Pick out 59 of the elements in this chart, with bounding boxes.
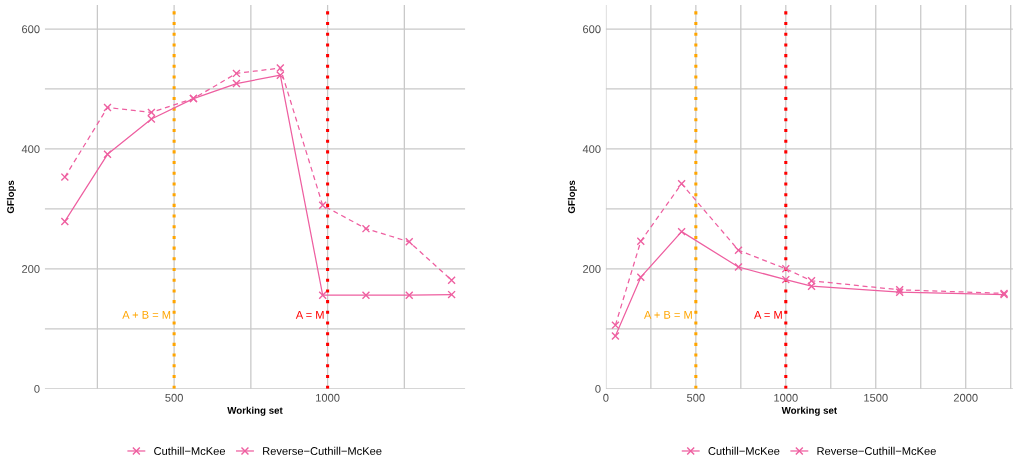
x-tick-label: 500 — [687, 393, 705, 402]
ref-line-label: A = M — [295, 311, 324, 319]
ref-line-label: A = M — [754, 311, 782, 319]
point — [447, 290, 456, 299]
point — [611, 320, 620, 330]
x-tick-label: 2000 — [953, 393, 978, 402]
point — [781, 275, 790, 284]
point — [781, 264, 790, 273]
x-axis-title: Working set — [227, 406, 283, 416]
x-tick-label: 1000 — [774, 393, 798, 402]
y-axis-title: GFlops — [6, 180, 16, 214]
y-tick-label: 600 — [583, 25, 601, 34]
y-tick-label: 200 — [22, 265, 40, 273]
x-axis-title: Working set — [781, 406, 837, 416]
y-tick-label: 0 — [595, 384, 601, 393]
point — [147, 114, 156, 124]
point — [232, 69, 241, 78]
point — [807, 282, 816, 291]
x-tick-label: 1000 — [316, 393, 340, 402]
legend-label: Reverse−Cuthill−McKee — [817, 446, 936, 455]
point — [807, 276, 816, 285]
y-tick-label: 400 — [582, 145, 601, 154]
point — [677, 227, 686, 236]
point — [895, 285, 904, 294]
y-axis-title: GFlops — [567, 180, 577, 214]
point — [361, 291, 371, 300]
point — [60, 217, 70, 226]
x-tick-label: 500 — [165, 393, 183, 402]
point — [318, 291, 327, 300]
point — [405, 291, 414, 300]
point — [734, 262, 743, 272]
y-tick-label: 200 — [583, 265, 601, 273]
point — [276, 71, 285, 80]
y-tick-label: 600 — [22, 25, 40, 34]
legend-label: Cuthill−McKee — [708, 446, 780, 455]
point — [276, 63, 285, 73]
point — [103, 150, 112, 159]
point — [147, 108, 156, 117]
point — [60, 172, 70, 182]
point — [636, 237, 645, 246]
legend-label: Reverse−Cuthill−McKee — [263, 446, 382, 455]
x-tick-label: 0 — [603, 393, 609, 402]
y-tick-label: 400 — [21, 145, 40, 154]
ref-line-label: A + B = M — [643, 311, 692, 319]
point — [103, 103, 112, 112]
point — [361, 224, 371, 233]
point — [405, 237, 414, 247]
point — [611, 331, 620, 341]
point — [895, 288, 904, 297]
point — [636, 273, 645, 282]
ref-line-label: A + B = M — [122, 311, 171, 319]
y-tick-label: 0 — [34, 384, 40, 393]
point — [232, 79, 241, 88]
point — [734, 246, 743, 255]
point — [677, 179, 686, 188]
legend-label: Cuthill−McKee — [154, 446, 226, 455]
x-tick-label: 1500 — [864, 393, 888, 402]
point — [447, 276, 456, 285]
point — [318, 201, 327, 210]
